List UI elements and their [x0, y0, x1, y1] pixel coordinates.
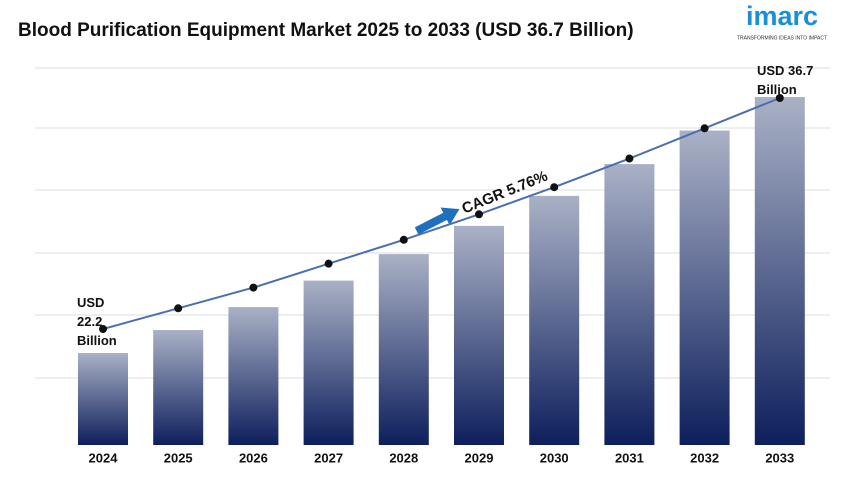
- trend-dot: [249, 283, 258, 292]
- logo-tagline: TRANSFORMING IDEAS INTO IMPACT: [737, 35, 827, 41]
- bar: [78, 353, 128, 445]
- trend-dot: [324, 259, 333, 268]
- bar: [153, 330, 204, 445]
- x-tick-label: 2028: [389, 450, 418, 465]
- x-tick-label: 2027: [314, 450, 343, 465]
- bar: [378, 254, 429, 445]
- bar: [529, 195, 580, 445]
- bar: [604, 164, 655, 445]
- chart-title: Blood Purification Equipment Market 2025…: [18, 20, 634, 41]
- end-annotation: USD 36.7 Billion: [757, 63, 814, 97]
- cagr-arrow: [414, 207, 460, 235]
- trend-dot: [550, 183, 559, 192]
- x-tick-label: 2025: [164, 450, 193, 465]
- x-tick-label: 2031: [615, 450, 644, 465]
- trend-dot: [775, 94, 784, 102]
- logo-name: imarc: [746, 1, 818, 31]
- trend-dot: [399, 235, 408, 244]
- bar: [679, 130, 730, 445]
- x-tick-label: 2032: [690, 450, 719, 465]
- trend-dot: [174, 304, 183, 313]
- trend-dot: [700, 124, 709, 133]
- trend-line: [102, 97, 781, 330]
- bar: [228, 307, 279, 445]
- x-tick-label: 2026: [239, 450, 268, 465]
- x-tick-label: 2029: [465, 450, 494, 465]
- bar: [754, 97, 805, 445]
- bar: [454, 225, 504, 445]
- bar: [303, 280, 354, 445]
- x-tick-label: 2024: [89, 450, 119, 465]
- x-tick-label: 2030: [540, 450, 569, 465]
- trend-dot: [99, 325, 107, 333]
- start-annotation: USD 22.2 Billion: [77, 295, 117, 348]
- trend-dot: [625, 154, 634, 163]
- trend-dot: [475, 210, 483, 219]
- x-tick-label: 2033: [765, 450, 794, 465]
